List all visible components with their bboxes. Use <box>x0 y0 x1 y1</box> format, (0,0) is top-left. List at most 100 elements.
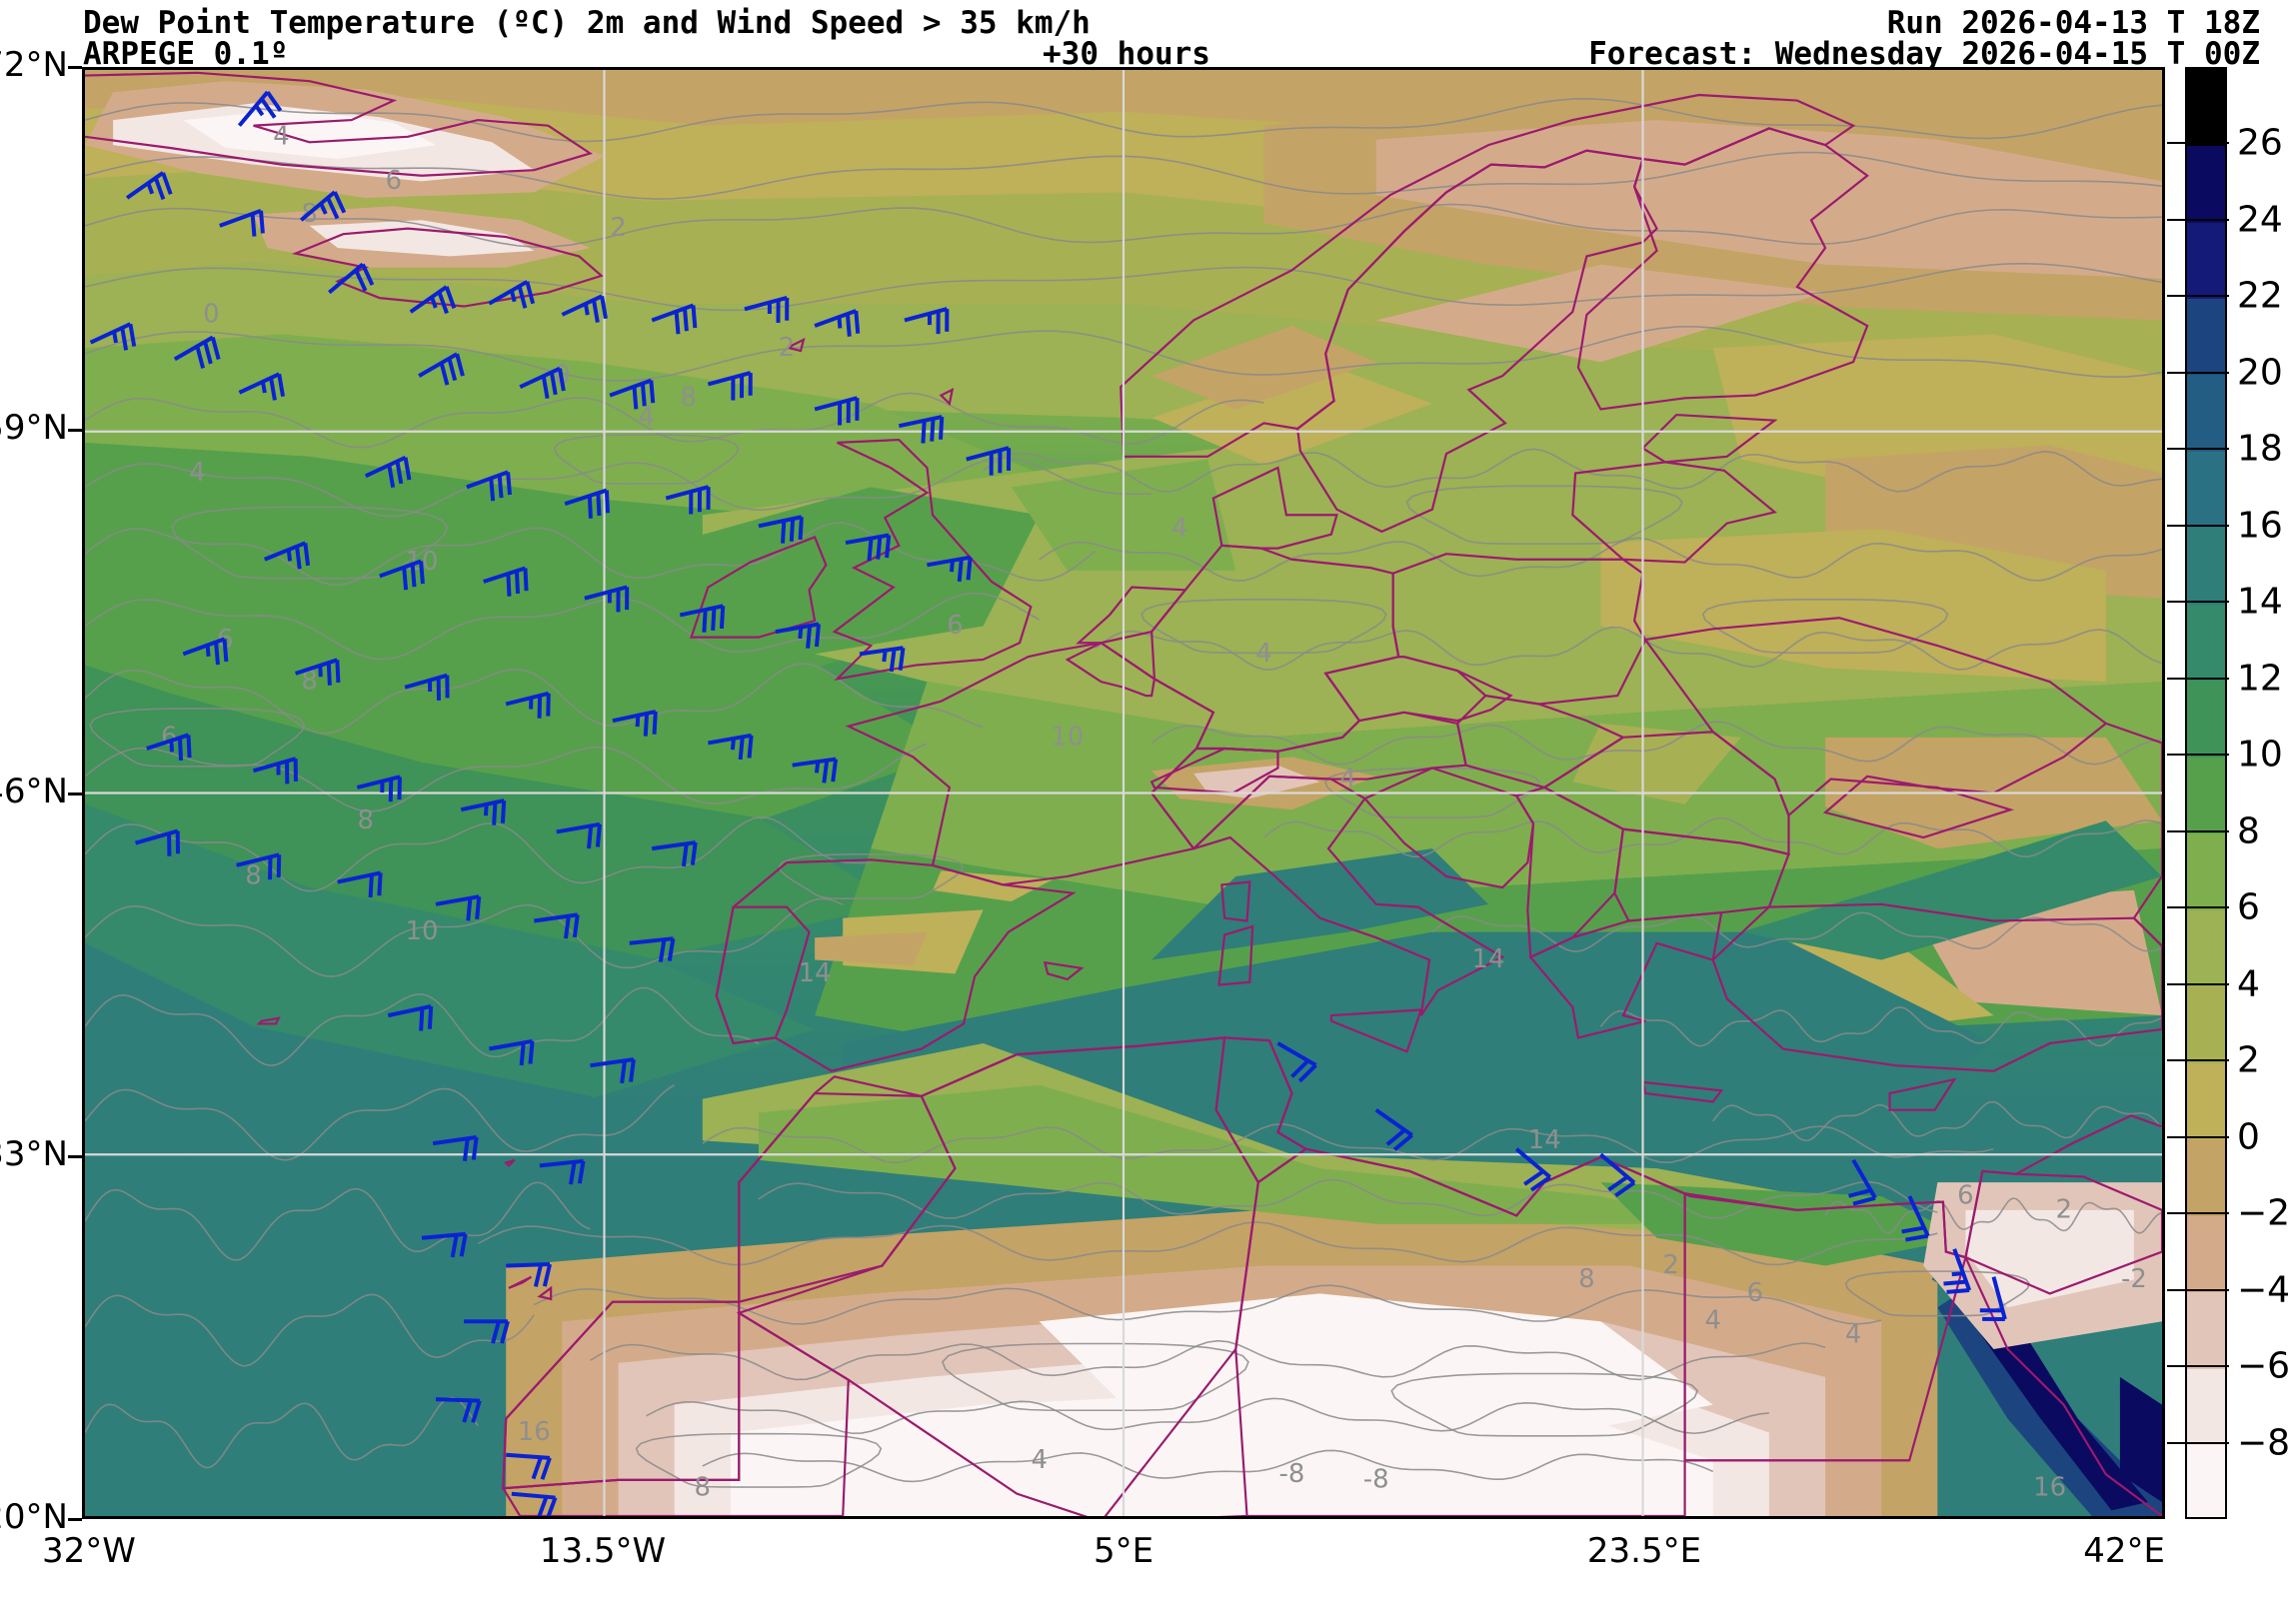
border-finland <box>1576 127 1869 411</box>
colorbar-tick-mark <box>2167 982 2229 985</box>
colorbar-tick-label-0: 0 <box>2237 1116 2260 1158</box>
barb-full <box>269 377 277 401</box>
norway-core <box>1151 326 1376 410</box>
contour-label-14: 8 <box>358 805 374 835</box>
barb-full <box>450 1234 459 1258</box>
contour-label-38: 16 <box>2033 1473 2066 1503</box>
barb-full <box>153 177 166 201</box>
contour-line-21 <box>646 1397 1769 1435</box>
wind-barb-icon <box>1979 1276 2007 1322</box>
contour-label-31: 6 <box>1747 1278 1763 1308</box>
barb-full <box>629 1058 636 1082</box>
wind-barb-icon <box>356 775 402 802</box>
map-plot-area[interactable]: 468202048410686881014610444141684-8-8142… <box>82 67 2165 1519</box>
barb-full <box>781 520 787 544</box>
barb-full <box>658 938 667 962</box>
barb-full <box>831 759 839 783</box>
contour-label-20: 4 <box>1171 514 1187 544</box>
barb-full <box>354 269 368 292</box>
wind-barb-icon <box>966 446 1012 476</box>
barb-full <box>466 897 473 921</box>
barb-shaft <box>775 622 820 635</box>
map-canvas: 468202048410686881014610444141684-8-8142… <box>85 70 2162 1516</box>
barb-full <box>938 416 945 440</box>
barb-full <box>250 213 257 237</box>
barb-full <box>604 490 610 514</box>
barb-half <box>837 316 843 329</box>
barb-full <box>403 457 412 481</box>
contour-label-33: 4 <box>1845 1320 1861 1350</box>
barb-full <box>419 1007 425 1031</box>
barb-full <box>455 353 465 377</box>
contour-label-22: 4 <box>1339 764 1355 794</box>
contour-label-35: 2 <box>2055 1194 2071 1224</box>
barb-full <box>462 1399 473 1423</box>
barb-full <box>1523 1169 1545 1186</box>
colorbar-segment-20-22 <box>2187 298 2225 376</box>
tongue-atl-sub <box>85 942 759 1252</box>
barb-shaft <box>432 1135 477 1146</box>
wind-barb-icon <box>707 371 753 401</box>
coast-tenerife <box>508 1275 533 1289</box>
barb-full <box>600 296 608 320</box>
brit-core <box>730 543 956 633</box>
barb-half <box>798 627 804 640</box>
barb-shaft <box>679 604 724 618</box>
colorbar-tick-mark <box>2167 829 2229 832</box>
barb-full <box>542 1263 553 1287</box>
contour-label-24: 16 <box>518 1417 551 1447</box>
tongue-atl-w <box>85 665 900 960</box>
wind-barb-icon <box>364 455 412 489</box>
graticule <box>85 70 2162 1516</box>
colorbar-tick-mark <box>2167 677 2229 680</box>
colorbar-tick-mark <box>2167 448 2229 451</box>
wind-barb-icon <box>299 190 347 222</box>
contour-line-18 <box>477 1221 1938 1266</box>
barb-full <box>514 571 521 595</box>
barb-full <box>523 568 529 592</box>
contour-label-37: 8 <box>1578 1264 1594 1294</box>
border-belgium <box>1065 641 1156 698</box>
barb-full <box>410 564 417 588</box>
aegean <box>1544 931 1826 1043</box>
wind-barb-icon <box>89 322 137 351</box>
barb-half <box>949 560 955 573</box>
coast-great-britain <box>832 438 1033 682</box>
wind-barb-icon <box>539 1158 586 1185</box>
barb-full <box>222 639 229 663</box>
barb-full <box>459 1233 468 1257</box>
wind-barb-icon <box>237 90 283 127</box>
colorbar-segment-26-28 <box>2187 69 2225 147</box>
barb-full <box>462 1138 470 1162</box>
barb-full <box>260 97 277 119</box>
barb-shaft <box>561 294 603 317</box>
nile-delta <box>1600 1182 1966 1266</box>
barb-full <box>277 373 286 397</box>
barb-full <box>475 896 482 919</box>
contour-line-28 <box>1150 721 2162 766</box>
wind-barb-icon <box>219 208 265 237</box>
colorbar-tick-label--4: −4 <box>2237 1269 2291 1311</box>
contour-line-31 <box>1599 1005 2162 1047</box>
contour-label-16: 10 <box>405 916 438 946</box>
colorbar-tick-label-24: 24 <box>2237 199 2283 241</box>
barb-shaft <box>421 1231 466 1240</box>
barb-full <box>1905 1233 1929 1242</box>
wind-barb-icon <box>387 1004 434 1031</box>
contour-label-15: 8 <box>245 860 261 890</box>
barb-full <box>806 625 813 649</box>
barb-half <box>146 182 155 195</box>
barb-full <box>500 800 507 823</box>
barb-full <box>595 823 602 847</box>
blacksea <box>1740 820 2162 960</box>
wind-barb-icon <box>556 821 602 849</box>
barb-full <box>447 358 458 382</box>
barb-shaft <box>173 335 214 362</box>
barb-full <box>568 1161 577 1185</box>
barb-full <box>674 311 681 335</box>
barb-half <box>583 303 590 316</box>
barb-full <box>368 874 374 898</box>
colorbar-tick-label-2: 2 <box>2237 1039 2260 1081</box>
wind-barb-icon <box>435 1397 482 1423</box>
barb-full <box>546 1496 558 1516</box>
